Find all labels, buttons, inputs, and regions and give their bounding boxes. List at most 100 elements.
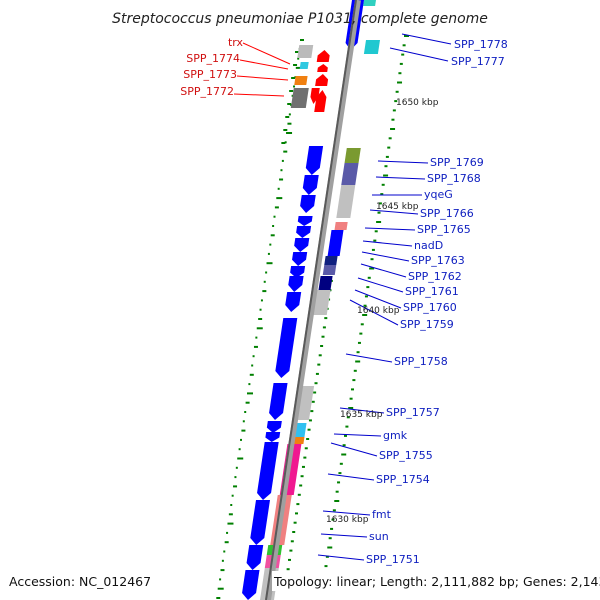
cds-block	[318, 276, 333, 292]
cds-arrow-forward	[290, 266, 306, 278]
tick-label: 1650 kbp	[396, 98, 439, 108]
tick-label: 1630 kbp	[326, 515, 369, 525]
gene-label-spp-1769: SPP_1769	[430, 156, 484, 169]
leader-line	[360, 263, 407, 278]
cds-arrow-reverse	[315, 74, 329, 86]
cds-arrow-forward	[292, 252, 308, 266]
cds-block	[312, 290, 331, 315]
leader-line	[242, 42, 291, 65]
leader-line	[236, 75, 289, 81]
cds-arrow-forward	[296, 226, 312, 238]
gene-label-spp-1778: SPP_1778	[454, 38, 508, 51]
reverse-strand-labels: trx SPP_1774 SPP_1773 SPP_1772	[180, 36, 243, 98]
cds-block	[307, 146, 324, 158]
gene-label-spp-1758: SPP_1758	[394, 355, 448, 368]
cds-arrow-forward	[285, 292, 302, 312]
gene-label-spp-1754: SPP_1754	[376, 473, 430, 486]
cds-arrow-forward	[246, 545, 264, 570]
tick-label: 1640 kbp	[357, 306, 400, 316]
gene-label-nadd: nadD	[414, 239, 443, 252]
cds-block	[363, 0, 376, 6]
gene-label-trx: trx	[228, 36, 244, 49]
leader-line	[377, 160, 429, 164]
gene-label-spp-1768: SPP_1768	[427, 172, 481, 185]
cds-block	[336, 185, 356, 218]
cds-arrow-reverse	[314, 90, 327, 112]
cds-block	[327, 230, 344, 256]
gene-label-fmt: fmt	[372, 508, 392, 521]
cds-block	[299, 62, 309, 69]
gene-label-spp-1751: SPP_1751	[366, 553, 420, 566]
cds-arrow-forward	[300, 195, 316, 213]
gene-label-spp-1760: SPP_1760	[403, 301, 457, 314]
leader-line	[333, 433, 382, 437]
leader-line	[369, 209, 419, 215]
accession-text: Accession: NC_012467	[9, 574, 151, 589]
cds-arrow-forward	[269, 383, 288, 420]
cds-arrow-forward	[294, 238, 310, 252]
gene-label-gmk: gmk	[383, 429, 408, 442]
feature-track	[242, 0, 380, 600]
cds-arrow-forward	[250, 500, 270, 545]
leader-line	[322, 510, 371, 516]
footer-summary-background	[272, 571, 594, 591]
cds-arrow-reverse	[316, 50, 330, 62]
gene-label-spp-1773: SPP_1773	[183, 68, 237, 81]
gene-label-spp-1762: SPP_1762	[408, 270, 462, 283]
cds-block	[334, 222, 348, 230]
cds-arrow-forward	[242, 570, 260, 600]
gene-label-spp-1755: SPP_1755	[379, 449, 433, 462]
leader-line	[320, 533, 368, 538]
leader-line	[361, 251, 410, 262]
label-leader-lines	[233, 33, 452, 561]
cds-block	[294, 76, 308, 85]
gene-label-spp-1765: SPP_1765	[417, 223, 471, 236]
gene-label-spp-1772: SPP_1772	[180, 85, 234, 98]
forward-strand-labels: SPP_1778 SPP_1777 SPP_1769 SPP_1768 yqeG…	[366, 38, 508, 566]
gene-label-sun: sun	[369, 530, 389, 543]
cds-block	[344, 148, 361, 163]
cds-arrow-forward	[288, 276, 304, 292]
gene-label-spp-1763: SPP_1763	[411, 254, 465, 267]
leader-line	[339, 407, 385, 414]
cds-block	[290, 88, 309, 108]
leader-line	[239, 59, 289, 70]
leader-line	[330, 442, 378, 457]
gene-label-spp-1774: SPP_1774	[186, 52, 240, 65]
gene-label-yqeg: yqeG	[424, 188, 453, 201]
map-title: Streptococcus pneumoniae P1031, complete…	[112, 11, 488, 27]
sequence-backbone	[265, 0, 361, 600]
leader-line	[327, 473, 375, 481]
cds-block	[341, 163, 359, 185]
cds-arrow-forward	[302, 175, 319, 195]
gene-label-spp-1777: SPP_1777	[451, 55, 505, 68]
cds-arrow-forward	[266, 421, 282, 433]
cds-arrow-forward	[275, 318, 298, 378]
gene-label-spp-1759: SPP_1759	[400, 318, 454, 331]
cds-block	[363, 40, 380, 54]
genome-summary-text: Topology: linear; Length: 2,111,882 bp; …	[273, 574, 600, 589]
cds-arrow-forward	[310, 88, 320, 104]
leader-line	[233, 93, 285, 97]
leader-line	[354, 289, 402, 309]
cds-block	[322, 265, 337, 275]
gene-label-spp-1761: SPP_1761	[405, 285, 459, 298]
cds-arrow-forward	[305, 158, 322, 175]
leader-line	[357, 277, 404, 293]
leader-line	[375, 176, 426, 180]
gene-label-spp-1757: SPP_1757	[386, 406, 440, 419]
leader-line	[349, 299, 399, 326]
leader-line	[364, 227, 416, 231]
cds-arrow-forward	[297, 216, 313, 226]
leader-line	[345, 353, 393, 363]
cds-block	[297, 45, 314, 58]
cds-arrow-reverse	[317, 64, 328, 72]
cds-arrow-forward	[265, 432, 281, 442]
gene-label-spp-1766: SPP_1766	[420, 207, 474, 220]
tick-labels: 1650 kbp 1645 kbp 1640 kbp 1635 kbp 1630…	[326, 98, 439, 525]
leader-line	[389, 47, 449, 62]
cds-block	[324, 256, 338, 265]
leader-line	[317, 554, 365, 561]
tick-label: 1645 kbp	[376, 202, 419, 212]
